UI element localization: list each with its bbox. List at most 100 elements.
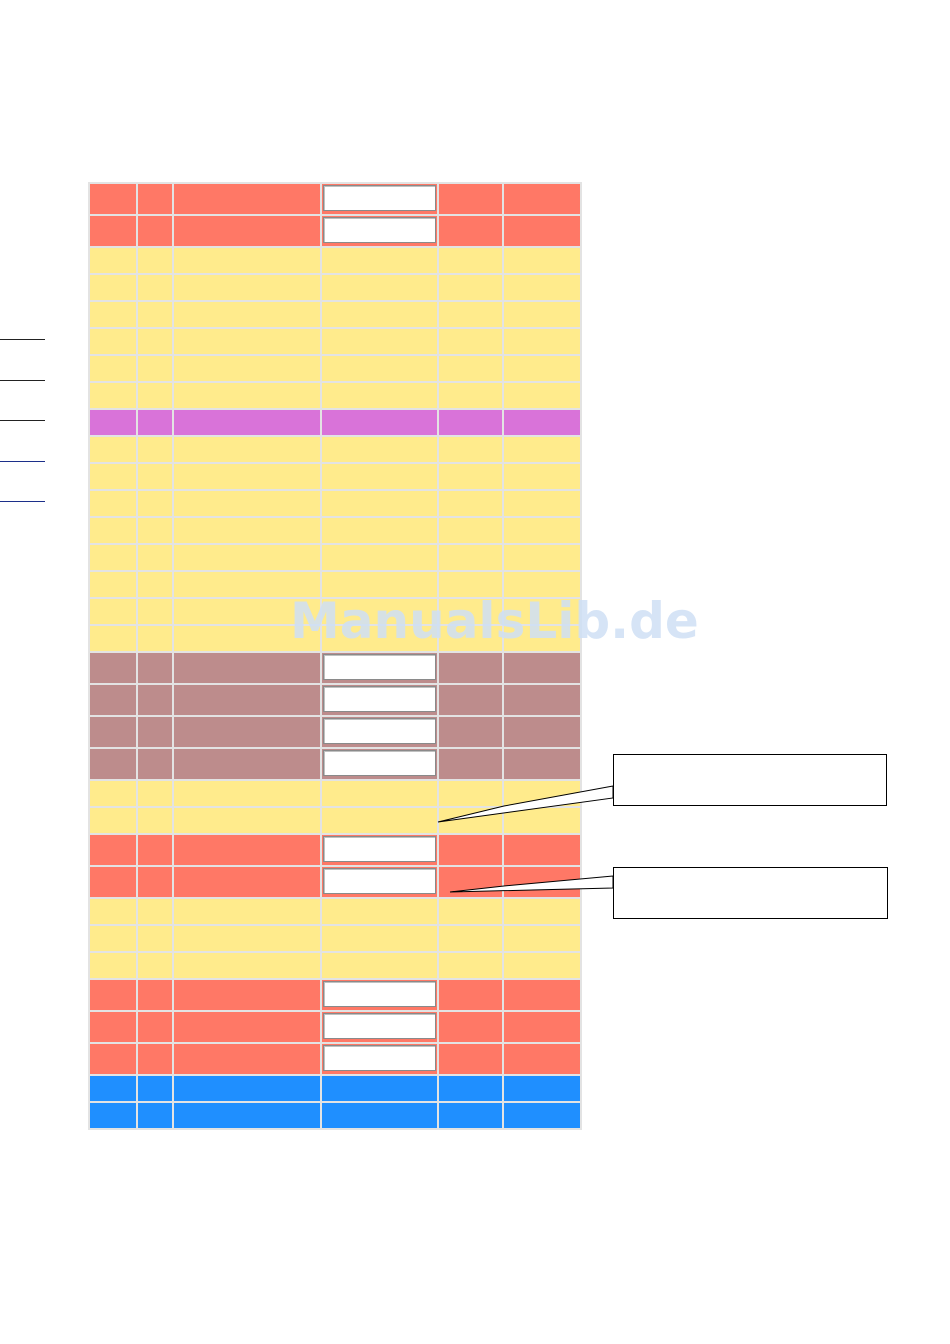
table-cell — [172, 779, 322, 808]
table-cell — [136, 273, 174, 302]
input-field[interactable] — [323, 185, 436, 211]
table-row — [88, 543, 582, 572]
table-cell — [88, 300, 138, 329]
table-cell — [320, 214, 439, 248]
table-cell — [320, 246, 439, 275]
table-cell — [320, 1074, 439, 1103]
table-cell — [502, 897, 582, 926]
table-cell — [502, 435, 582, 464]
table-cell — [437, 273, 504, 302]
input-field[interactable] — [323, 836, 436, 862]
table-cell — [502, 951, 582, 980]
table-cell — [136, 651, 174, 685]
table-cell — [88, 779, 138, 808]
table-row — [88, 747, 582, 781]
table-cell — [172, 978, 322, 1012]
table-cell — [172, 489, 322, 518]
table-cell — [88, 1042, 138, 1076]
table-row — [88, 327, 582, 356]
table-row — [88, 806, 582, 835]
input-field[interactable] — [323, 686, 436, 712]
table-row — [88, 489, 582, 518]
table-cell — [502, 924, 582, 953]
table-cell — [136, 715, 174, 749]
table-cell — [172, 715, 322, 749]
table-cell — [88, 516, 138, 545]
table-cell — [172, 597, 322, 626]
table-cell — [437, 462, 504, 491]
table-cell — [88, 1010, 138, 1044]
table-row — [88, 951, 582, 980]
table-cell — [502, 683, 582, 717]
table-cell — [320, 978, 439, 1012]
table-cell — [136, 354, 174, 383]
table-cell — [437, 1042, 504, 1076]
table-cell — [502, 978, 582, 1012]
margin-rule — [0, 501, 45, 502]
table-row — [88, 462, 582, 491]
margin-rule — [0, 339, 45, 340]
table-cell — [502, 779, 582, 808]
input-field[interactable] — [323, 1013, 436, 1039]
table-cell — [437, 978, 504, 1012]
table-cell — [136, 570, 174, 599]
input-field[interactable] — [323, 718, 436, 744]
table-cell — [502, 1074, 582, 1103]
table-cell — [437, 865, 504, 899]
table-cell — [136, 182, 174, 216]
table-cell — [88, 683, 138, 717]
table-cell — [172, 651, 322, 685]
table-row — [88, 978, 582, 1012]
table-cell — [136, 747, 174, 781]
table-cell — [172, 214, 322, 248]
table-cell — [172, 327, 322, 356]
table-row — [88, 1101, 582, 1130]
input-field[interactable] — [323, 654, 436, 680]
table-cell — [320, 435, 439, 464]
table-cell — [172, 1042, 322, 1076]
input-field[interactable] — [323, 868, 436, 894]
table-cell — [172, 806, 322, 835]
table-cell — [136, 462, 174, 491]
table-row — [88, 624, 582, 653]
table-cell — [88, 489, 138, 518]
table-row — [88, 182, 582, 216]
table-row — [88, 381, 582, 410]
table-cell — [136, 779, 174, 808]
table-cell — [437, 747, 504, 781]
table-cell — [136, 597, 174, 626]
table-cell — [502, 182, 582, 216]
table-cell — [502, 516, 582, 545]
table-cell — [172, 897, 322, 926]
input-field[interactable] — [323, 217, 436, 243]
table-cell — [88, 408, 138, 437]
table-cell — [88, 624, 138, 653]
table-cell — [172, 1074, 322, 1103]
table-cell — [320, 951, 439, 980]
table-row — [88, 1042, 582, 1076]
table-cell — [172, 543, 322, 572]
table-cell — [88, 806, 138, 835]
margin-rule — [0, 380, 45, 381]
table-cell — [320, 182, 439, 216]
table-cell — [136, 924, 174, 953]
table-cell — [502, 300, 582, 329]
table-cell — [172, 1010, 322, 1044]
table-cell — [502, 246, 582, 275]
table-cell — [136, 543, 174, 572]
input-field[interactable] — [323, 750, 436, 776]
table-cell — [136, 300, 174, 329]
table-cell — [320, 408, 439, 437]
table-row — [88, 779, 582, 808]
table-cell — [172, 570, 322, 599]
table-cell — [437, 182, 504, 216]
table-cell — [136, 516, 174, 545]
table-cell — [136, 1074, 174, 1103]
input-field[interactable] — [323, 981, 436, 1007]
table-cell — [437, 570, 504, 599]
table-row — [88, 246, 582, 275]
table-cell — [502, 624, 582, 653]
input-field[interactable] — [323, 1045, 436, 1071]
table-row — [88, 833, 582, 867]
table-cell — [136, 381, 174, 410]
